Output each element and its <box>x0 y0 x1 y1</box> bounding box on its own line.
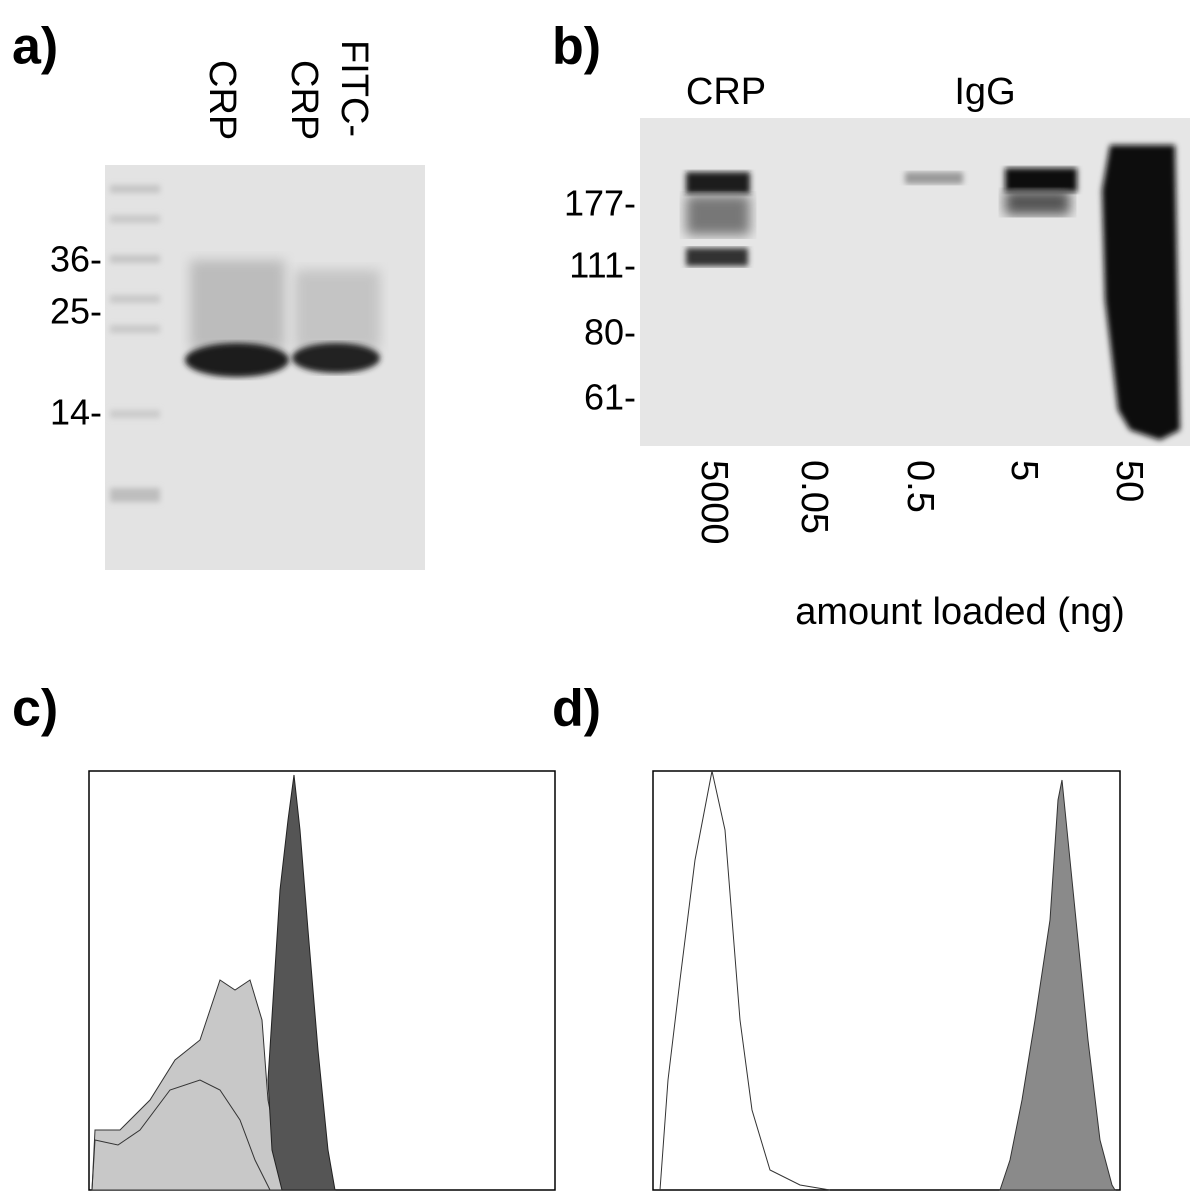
group-label: IgG <box>954 71 1015 113</box>
amount-label: 0.05 <box>793 460 835 534</box>
panel-label: a) <box>12 18 58 76</box>
marker-label: 61- <box>584 377 636 418</box>
marker-label: 25- <box>50 291 102 332</box>
panel-label: b) <box>552 18 601 76</box>
histogram <box>999 779 1116 1191</box>
amount-label: 5 <box>1003 460 1045 481</box>
lane-label: FITC- <box>333 40 375 137</box>
marker-label: 111- <box>569 245 636 286</box>
histogram-outline <box>91 1079 271 1191</box>
marker-label: 14- <box>50 392 102 433</box>
ladder <box>110 185 160 502</box>
histogram <box>267 774 336 1191</box>
panel-label: c) <box>12 680 58 738</box>
panel-label: d) <box>552 680 601 738</box>
blot-bands <box>686 145 1180 440</box>
gel-bands <box>185 260 380 377</box>
marker-label: 36- <box>50 239 102 280</box>
histogram-outline <box>659 770 831 1191</box>
axis-title: amount loaded (ng) <box>795 591 1125 633</box>
marker-label: 80- <box>584 312 636 353</box>
group-label: CRP <box>686 71 766 113</box>
amount-label: 0.5 <box>899 460 941 513</box>
lane-label: CRP <box>201 60 243 140</box>
marker-label: 177- <box>564 183 636 224</box>
lane-label: CRP <box>283 60 325 140</box>
amount-label: 50 <box>1108 460 1150 502</box>
amount-label: 5000 <box>693 460 735 545</box>
